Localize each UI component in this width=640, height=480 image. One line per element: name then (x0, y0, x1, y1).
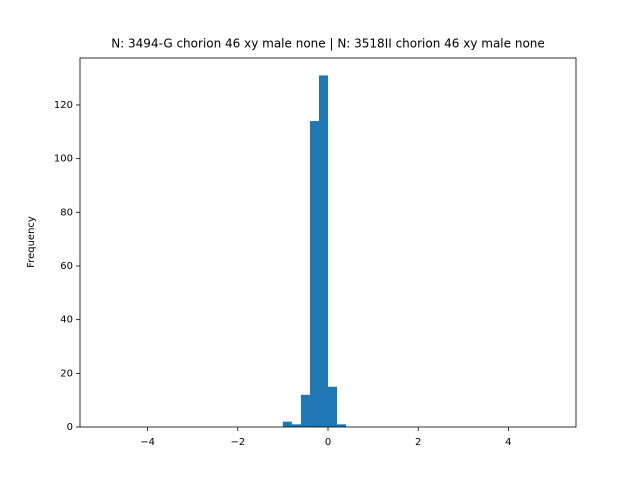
x-tick-label: −2 (230, 437, 245, 448)
x-tick-label: 4 (505, 437, 511, 448)
y-tick-label: 60 (60, 261, 73, 272)
bar (309, 121, 319, 427)
y-tick-label: 20 (60, 368, 73, 379)
x-tick-label: 2 (415, 437, 421, 448)
y-tick-label: 0 (67, 422, 73, 433)
bar (318, 75, 328, 427)
bar (291, 424, 301, 427)
y-tick-label: 40 (60, 315, 73, 326)
bar (337, 424, 347, 427)
chart-title: N: 3494-G chorion 46 xy male none | N: 3… (111, 37, 545, 51)
bar (282, 421, 292, 427)
y-axis-label: Frequency (26, 216, 37, 268)
y-tick-label: 120 (54, 100, 73, 111)
bar (328, 386, 338, 427)
y-tick-label: 100 (54, 154, 73, 165)
x-tick-label: −4 (140, 437, 155, 448)
y-tick-label: 80 (60, 207, 73, 218)
x-tick-label: 0 (325, 437, 331, 448)
bar (300, 394, 310, 427)
